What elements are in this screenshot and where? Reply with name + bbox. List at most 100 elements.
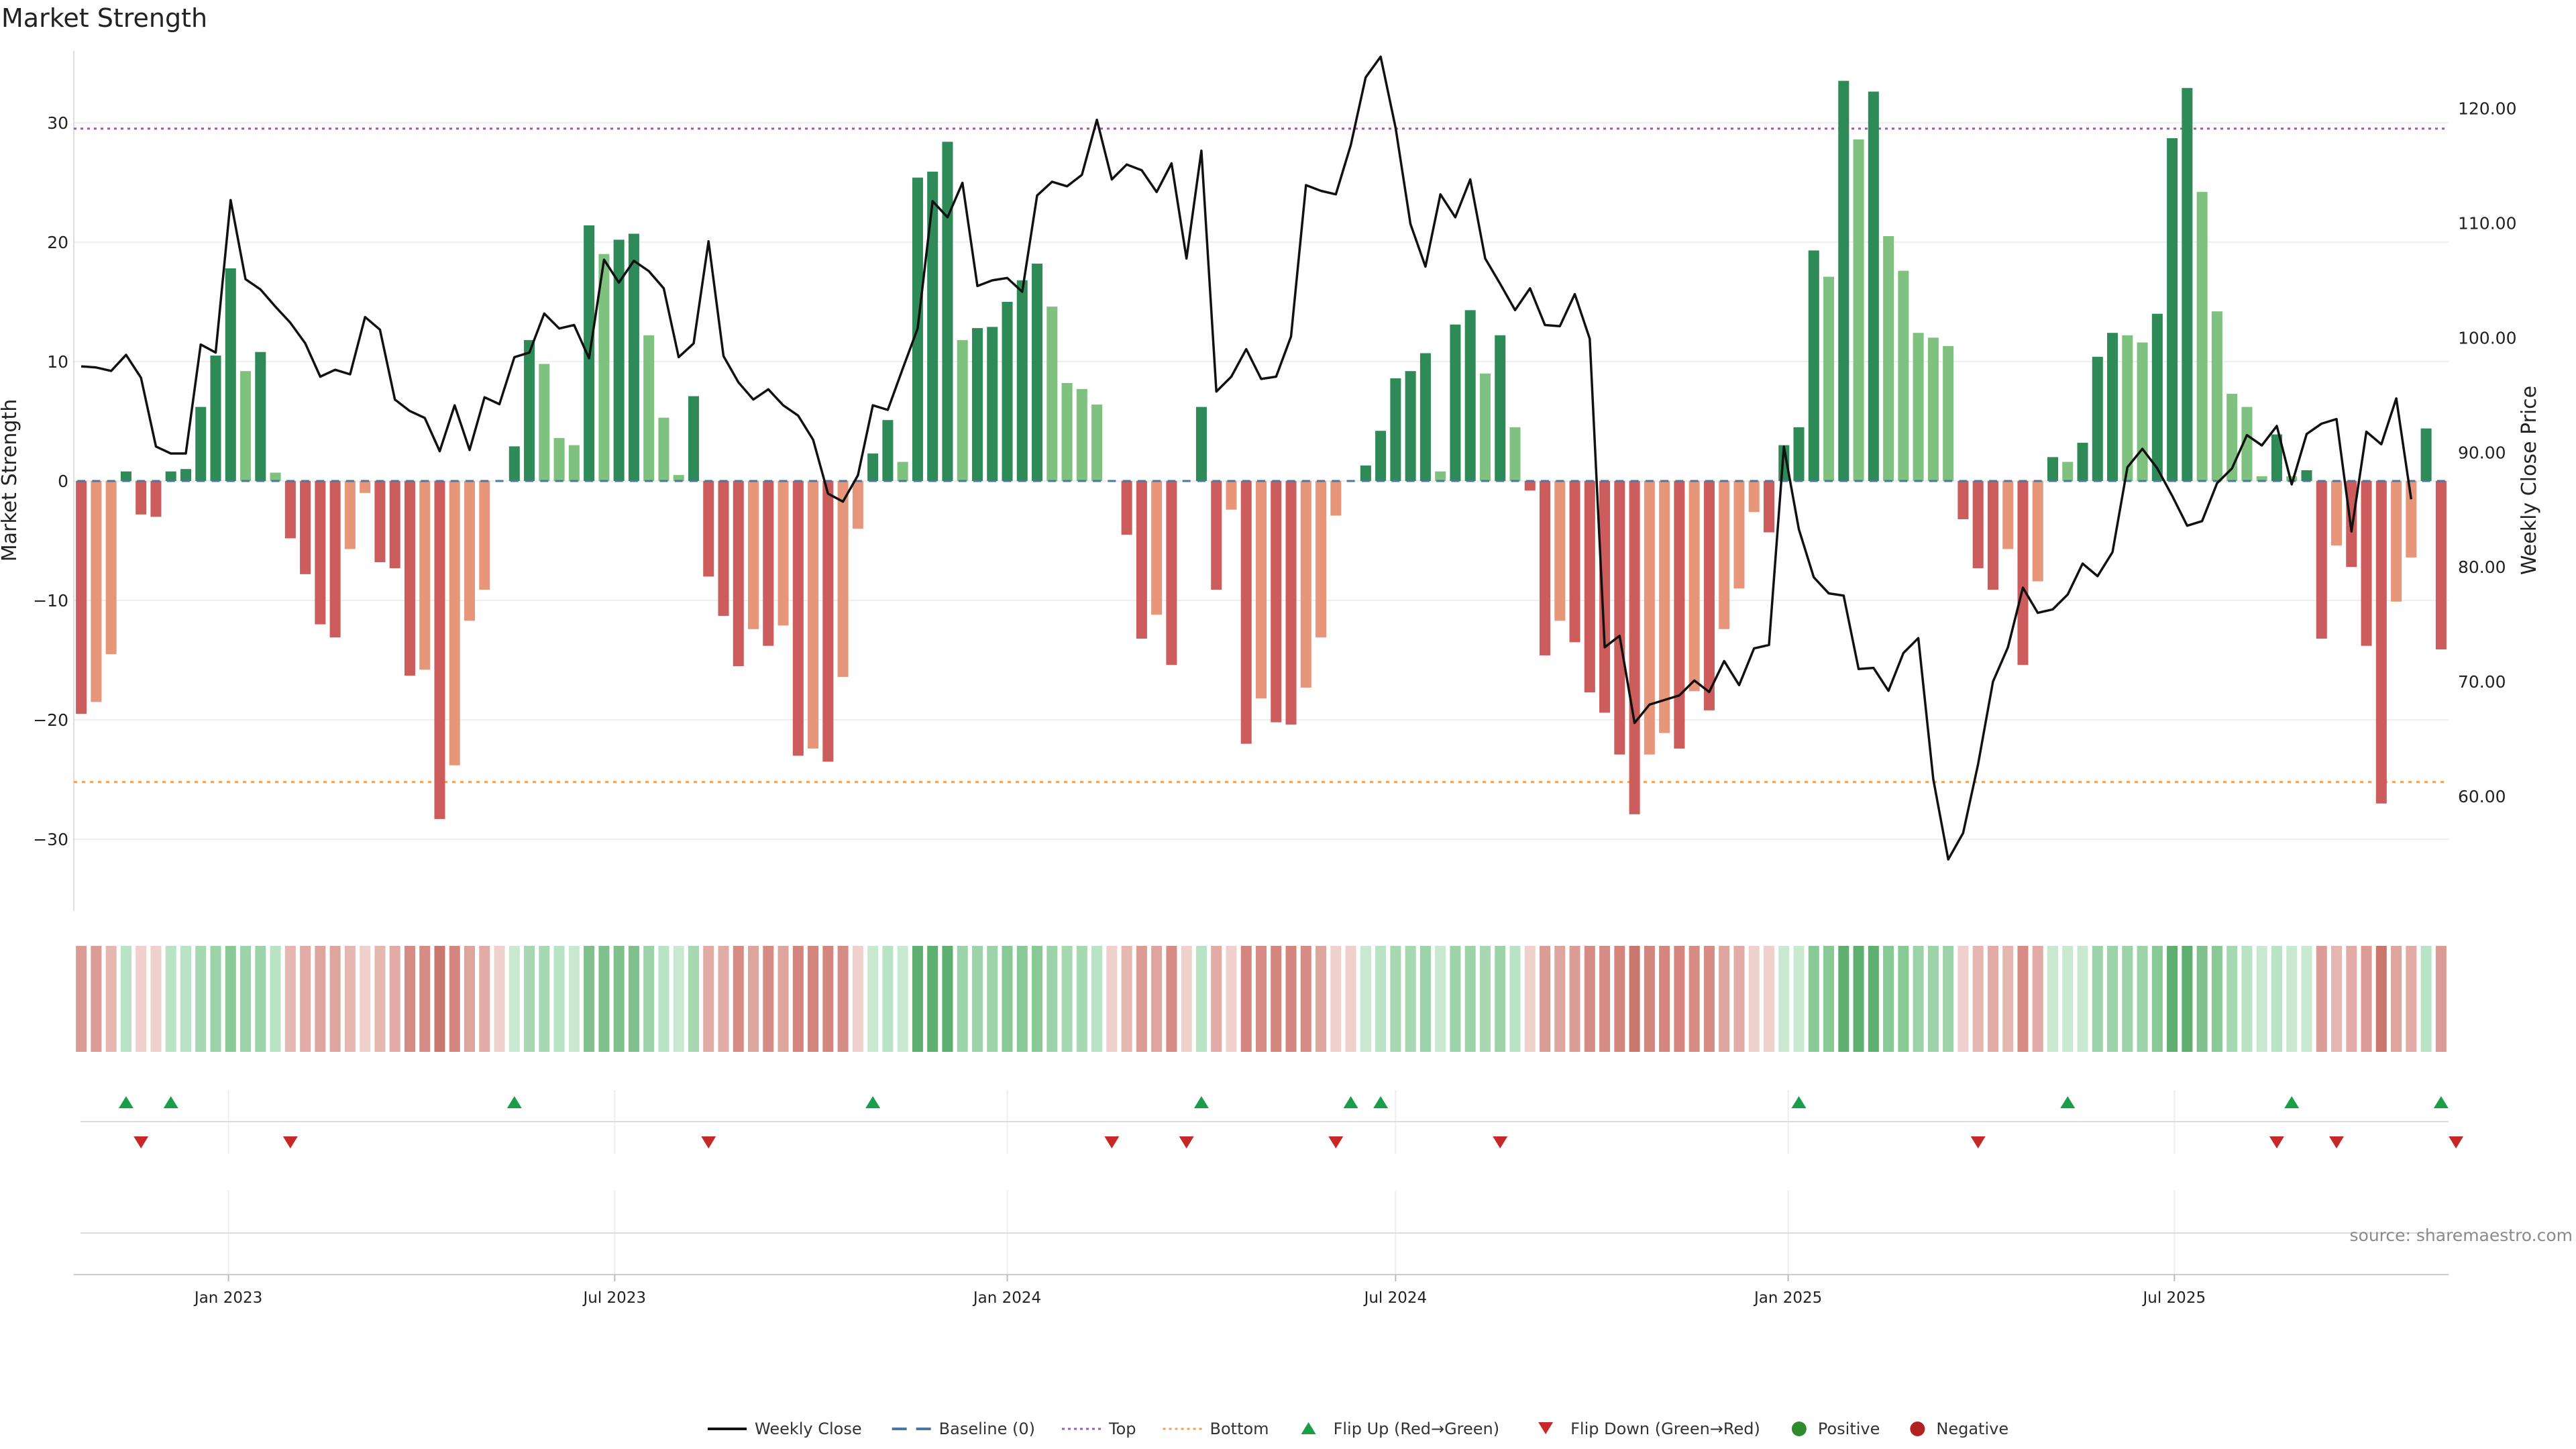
strength-bar — [136, 481, 147, 515]
strength-bar — [1748, 481, 1760, 513]
heat-cell — [539, 946, 550, 1052]
strength-bar — [434, 481, 445, 819]
strength-bar — [568, 445, 580, 481]
heat-cell — [2286, 946, 2298, 1052]
legend-swatch — [1301, 1422, 1316, 1434]
heat-cell — [105, 946, 117, 1052]
heat-cell — [1166, 946, 1177, 1052]
heat-cell — [240, 946, 252, 1052]
strength-bar — [733, 481, 744, 666]
heat-cell — [553, 946, 565, 1052]
heat-cell — [1540, 946, 1551, 1052]
strength-bar — [1032, 263, 1043, 481]
heat-cell — [479, 946, 490, 1052]
strength-bar — [777, 481, 789, 626]
heat-cell — [180, 946, 191, 1052]
strength-bar — [210, 356, 221, 481]
strength-bar — [344, 481, 356, 549]
heat-cell — [1674, 946, 1685, 1052]
y-tick-6: 30 — [47, 113, 68, 133]
strength-bar — [300, 481, 311, 574]
strength-bar — [1464, 310, 1476, 481]
strength-bar — [329, 481, 341, 638]
strength-bar — [1419, 353, 1431, 481]
strength-bar — [1316, 481, 1327, 638]
strength-bar — [1823, 276, 1835, 481]
heat-cell — [1405, 946, 1416, 1052]
y-tick-1: −20 — [33, 710, 68, 730]
strength-bar — [180, 469, 191, 481]
heat-cell — [1316, 946, 1327, 1052]
strength-bar — [1584, 481, 1595, 693]
heat-cell — [1733, 946, 1745, 1052]
flip-down-marker — [1970, 1136, 1986, 1148]
legend-item-flipup: Flip Up (Red→Green) — [1301, 1419, 1499, 1438]
strength-bar — [225, 268, 236, 481]
heat-cell — [1509, 946, 1521, 1052]
heat-cell — [1778, 946, 1790, 1052]
strength-bar — [763, 481, 774, 646]
date-tick-label: Jul 2025 — [2141, 1289, 2206, 1307]
strength-bar — [1375, 431, 1387, 481]
heat-cell — [1450, 946, 1461, 1052]
strength-bar — [688, 396, 699, 481]
flip-down-marker — [282, 1136, 298, 1148]
heat-cell — [1091, 946, 1103, 1052]
strength-bar — [120, 471, 131, 481]
legend-item-flipdown: Flip Down (Green→Red) — [1538, 1419, 1760, 1438]
left-axis-ticks: −30 −20 −10 0 10 20 30 — [33, 113, 68, 849]
strength-bar — [2435, 481, 2447, 650]
strength-bar — [703, 481, 714, 577]
legend-swatch — [1538, 1422, 1554, 1434]
y-tick-5: 20 — [47, 233, 68, 252]
heat-cell — [2241, 946, 2253, 1052]
heat-cell — [1330, 946, 1342, 1052]
heat-cell — [1255, 946, 1267, 1052]
heat-cell — [2420, 946, 2432, 1052]
strength-bar — [2062, 462, 2074, 481]
strength-bar — [374, 481, 386, 563]
heat-cell — [1943, 946, 1954, 1052]
heat-cell — [1195, 946, 1207, 1052]
strength-bar — [1226, 481, 1237, 510]
strength-bar — [1240, 481, 1252, 744]
strength-bar — [1091, 405, 1103, 481]
y-axis-label: Market Strength — [0, 399, 21, 561]
strength-bar — [1957, 481, 1969, 519]
heat-cell — [150, 946, 162, 1052]
strength-bar — [1002, 301, 1013, 481]
strength-bar — [1390, 378, 1401, 481]
strength-bar — [598, 254, 610, 481]
legend-item-top: Top — [1062, 1419, 1136, 1438]
strength-bar — [957, 339, 968, 481]
strength-bar — [897, 462, 908, 481]
heat-cell — [404, 946, 415, 1052]
strength-bar — [1076, 388, 1087, 481]
heat-cell — [494, 946, 505, 1052]
heat-cell — [524, 946, 535, 1052]
y2-tick-2: 80.00 — [2458, 557, 2506, 577]
strength-bar — [613, 239, 625, 481]
flip-up-marker — [865, 1096, 881, 1108]
legend-swatch — [1910, 1421, 1925, 1436]
strength-bar — [1330, 481, 1342, 516]
strength-bar — [419, 481, 431, 670]
flip-up-marker — [1791, 1096, 1807, 1108]
heat-cell — [927, 946, 938, 1052]
heat-cell — [508, 946, 520, 1052]
strength-bar — [971, 328, 983, 481]
strength-bar — [1868, 91, 1879, 482]
strength-bar — [2137, 342, 2148, 481]
heat-cell — [1898, 946, 1909, 1052]
heat-cell — [315, 946, 326, 1052]
flip-down-marker — [1179, 1136, 1194, 1148]
strength-bar — [255, 352, 266, 481]
flip-up-marker — [1343, 1096, 1358, 1108]
heat-cell — [748, 946, 759, 1052]
heat-cell — [1419, 946, 1431, 1052]
heat-cell — [792, 946, 804, 1052]
heat-cell — [2361, 946, 2372, 1052]
strength-bar — [91, 481, 102, 702]
strength-bar — [1853, 139, 1864, 481]
